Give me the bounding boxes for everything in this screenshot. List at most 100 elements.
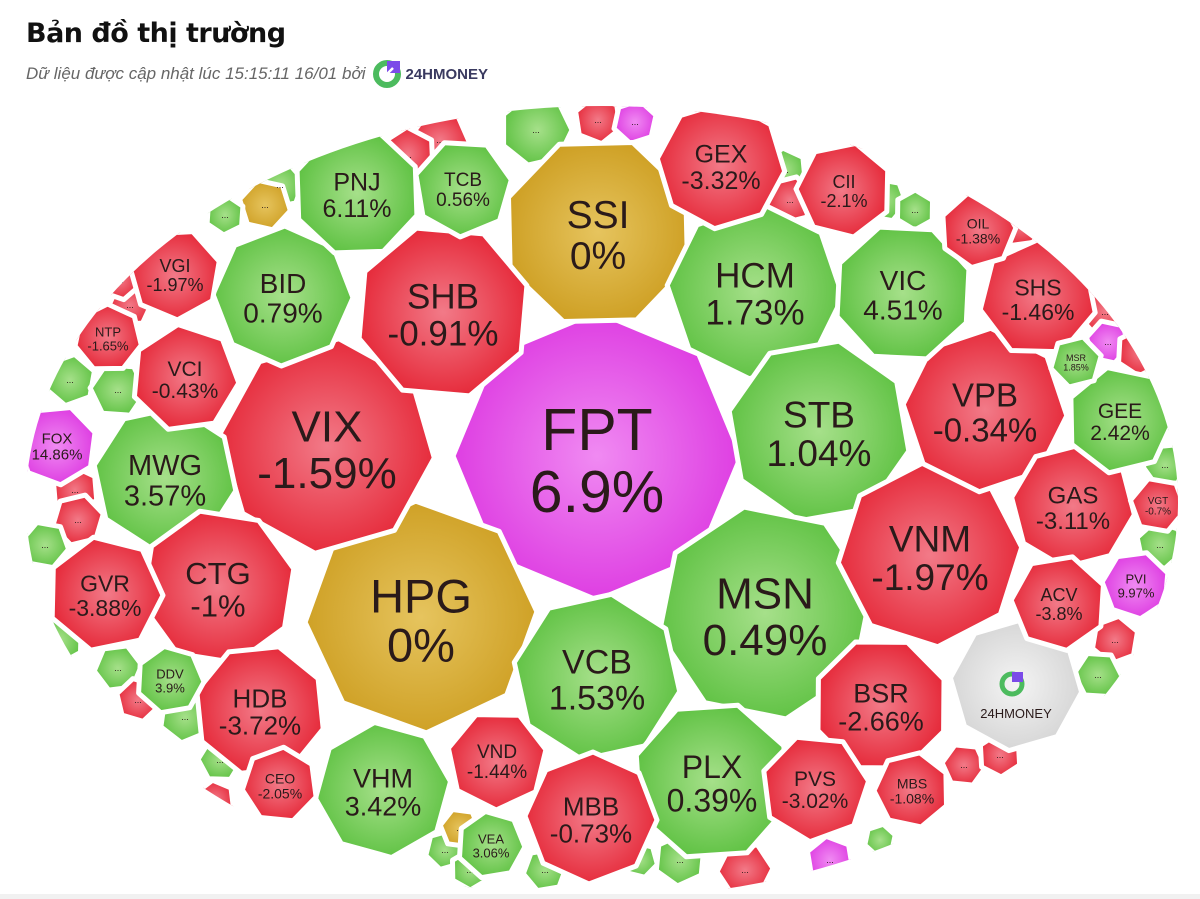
other-stock-label: ... [1104, 337, 1112, 347]
stock-change: -1.46% [1002, 299, 1075, 325]
stock-change: -0.73% [550, 819, 632, 849]
stock-cell-vnd[interactable] [445, 712, 549, 813]
stock-change: 2.42% [1090, 422, 1150, 445]
stock-ticker: BID [260, 268, 307, 299]
other-stock-label: ... [676, 855, 684, 865]
other-stock-label: ... [116, 275, 124, 285]
stock-change: 6.11% [322, 195, 391, 223]
brand-logo-icon [372, 60, 401, 88]
stock-cell-plx[interactable] [633, 702, 791, 860]
other-stock-label: ... [911, 205, 919, 215]
stock-cell-vgt[interactable] [1127, 476, 1185, 534]
stock-change: 4.51% [863, 295, 942, 326]
stock-cell-ddv[interactable] [136, 644, 207, 716]
stock-cell-mbb[interactable] [522, 749, 660, 887]
stock-ticker: VIX [292, 403, 363, 452]
stock-cell-cii[interactable] [793, 140, 891, 240]
update-text: Dữ liệu được cập nhật lúc 15:15:11 16/01… [26, 64, 366, 83]
stock-change: -1.97% [146, 275, 203, 295]
stock-change: -3.8% [1035, 604, 1082, 624]
other-stock-label: ... [211, 795, 219, 805]
other-stock-label: ... [594, 115, 602, 125]
stock-ticker: VND [477, 742, 517, 763]
other-stock-label: ... [216, 755, 224, 765]
stock-ticker: CTG [185, 556, 250, 591]
other-stock-label: ... [41, 540, 49, 550]
stock-cell-stb[interactable] [726, 338, 912, 524]
stock-change: -1.59% [257, 449, 396, 498]
stock-change: -3.11% [1036, 508, 1110, 535]
stock-ticker: VEA [478, 832, 504, 847]
stock-cell-mbs[interactable] [871, 750, 949, 830]
other-stock-label: ... [114, 663, 122, 673]
stock-change: 14.86% [32, 446, 83, 463]
stock-change: -1.38% [956, 230, 1000, 246]
stock-change: -1.44% [467, 762, 527, 783]
stock-cell-vnm[interactable] [835, 460, 1025, 650]
stock-cell-acv[interactable] [1008, 554, 1106, 653]
other-stock-cell[interactable] [862, 821, 898, 859]
stock-cell-fpt[interactable] [450, 309, 744, 603]
stock-change: 1.04% [767, 433, 872, 474]
stock-cell-pvs[interactable] [761, 734, 872, 845]
footer-bar [0, 894, 1200, 899]
other-stock-label: ... [56, 635, 64, 645]
stock-ticker: HPG [370, 569, 472, 622]
stock-change: 3.42% [345, 792, 422, 822]
other-stock-label: ... [1111, 635, 1119, 645]
stock-cell-pnj[interactable] [294, 130, 420, 256]
stock-change: -3.88% [69, 595, 142, 621]
stock-cell-gvr[interactable] [49, 534, 166, 653]
other-stock-cell[interactable] [194, 777, 236, 823]
stock-ticker: BSR [853, 678, 909, 708]
stock-ticker: TCB [444, 170, 482, 191]
stock-change: 0% [570, 235, 626, 278]
stock-cell-pvi[interactable] [1099, 550, 1171, 622]
other-stock-label: ... [126, 300, 134, 310]
other-stock-label: ... [71, 485, 79, 495]
other-stock-cell[interactable] [939, 742, 989, 788]
other-stock-label: ... [404, 150, 412, 160]
stock-change: -1.65% [87, 338, 129, 353]
stock-ticker: GVR [80, 571, 130, 597]
stock-change: -0.43% [152, 380, 219, 403]
brand-cell-logo-icon [999, 671, 1025, 697]
stock-ticker: DDV [156, 667, 184, 682]
stock-ticker: VHM [353, 763, 413, 793]
stock-ticker: SSI [567, 194, 630, 237]
brand-logo[interactable]: 24HMONEY [372, 59, 488, 89]
stock-change: 0.39% [667, 782, 758, 818]
other-stock-label: ... [441, 845, 449, 855]
stock-cell-vci[interactable] [131, 322, 242, 432]
stock-ticker: SHS [1014, 275, 1061, 301]
stock-ticker: GEE [1098, 400, 1142, 423]
other-stock-label: ... [436, 135, 444, 145]
stock-cell-vhm[interactable] [313, 720, 453, 860]
stock-ticker: PLX [682, 749, 742, 785]
stock-cell-vea[interactable] [457, 809, 528, 881]
stock-change: -3.72% [219, 711, 301, 741]
other-stock-cell[interactable] [1116, 325, 1164, 379]
stock-cell-ctg[interactable] [139, 508, 297, 666]
stock-change: -2.66% [838, 707, 924, 737]
stock-cell-shb[interactable] [356, 225, 530, 399]
stock-cell-vcb[interactable] [511, 591, 683, 763]
brand-cell-label: 24HMONEY [980, 706, 1052, 721]
stock-ticker: PVS [794, 768, 836, 791]
other-stock-label: ... [1094, 670, 1102, 680]
stock-change: 3.06% [473, 845, 510, 860]
stock-cell-hcm[interactable] [664, 200, 846, 382]
other-stock-label: ... [532, 125, 540, 135]
stock-cell-bid[interactable] [210, 223, 356, 369]
other-stock-label: ... [261, 200, 269, 210]
stock-ticker: MBS [897, 776, 927, 792]
stock-cell-tcb[interactable] [413, 140, 514, 240]
other-stock-label: ... [1101, 307, 1109, 317]
stock-ticker: ACV [1040, 585, 1077, 605]
other-stock-label: ... [114, 385, 122, 395]
other-stock-label: ... [181, 712, 189, 722]
stock-cell-msr[interactable] [1048, 334, 1104, 390]
stock-ticker: HCM [715, 257, 795, 296]
stock-ticker: MSR [1066, 353, 1087, 363]
stock-cell-ceo[interactable] [239, 744, 319, 824]
